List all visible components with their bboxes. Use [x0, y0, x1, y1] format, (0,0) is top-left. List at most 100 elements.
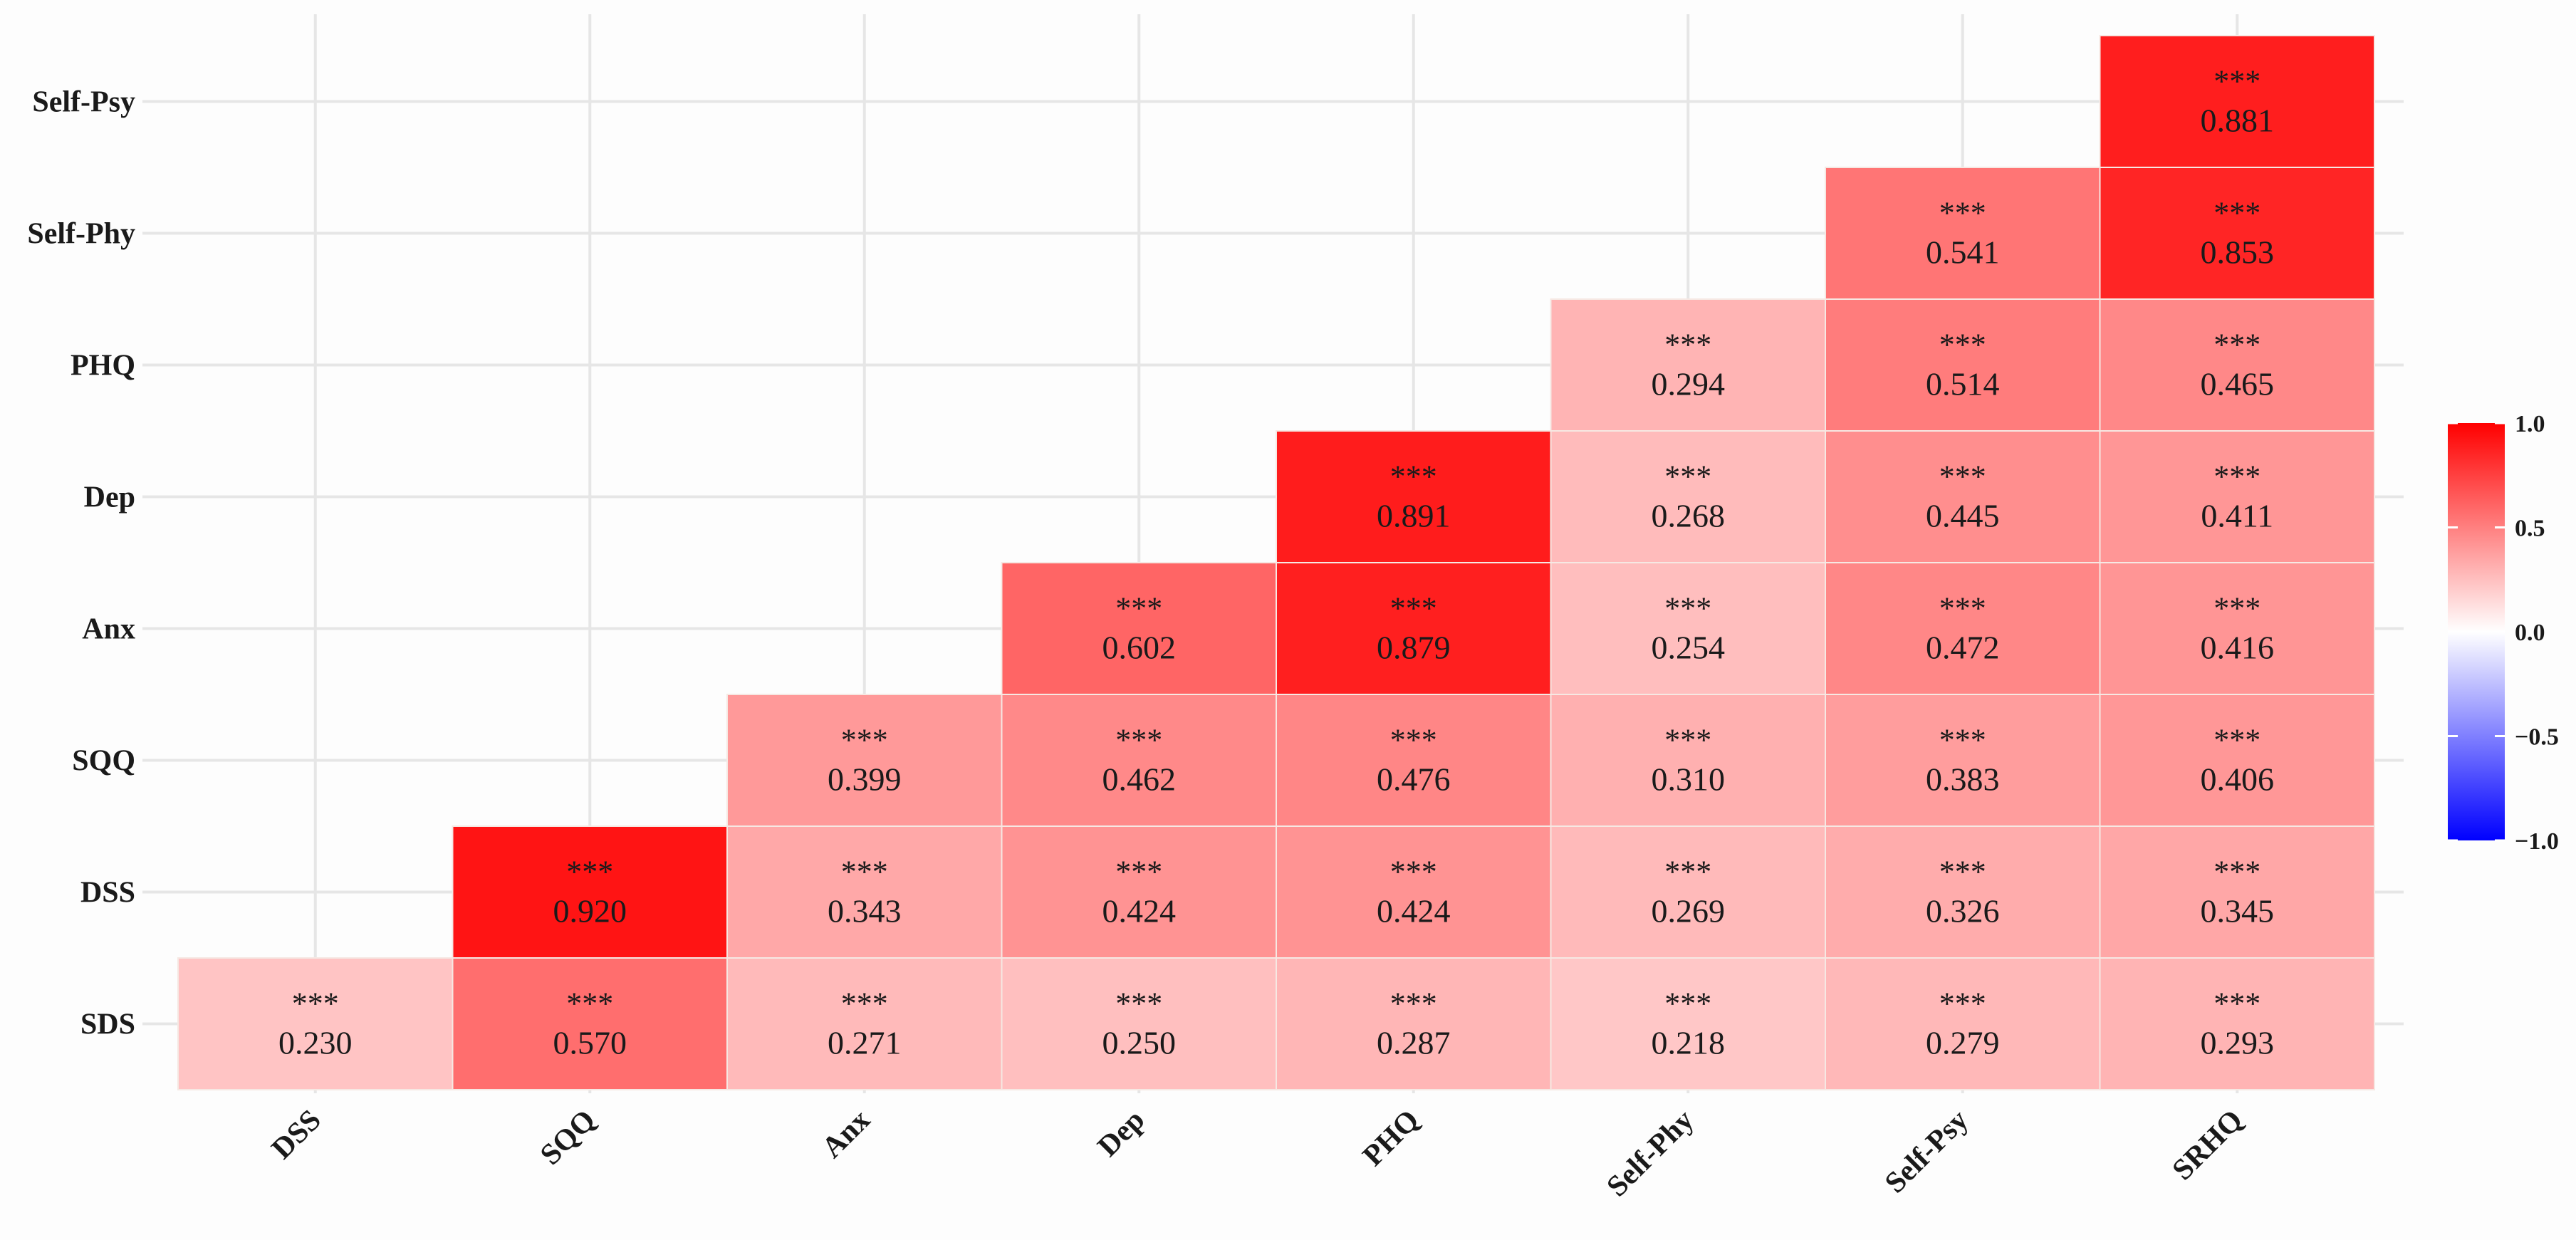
- heatmap-cell: [1550, 562, 1826, 695]
- significance-stars: ***: [1939, 459, 1986, 494]
- heatmap-cell: [177, 957, 454, 1090]
- heatmap-cell: [1550, 825, 1826, 959]
- cell-value-label: 0.250: [1102, 1025, 1177, 1061]
- color-legend: 1.0 0.5 0.0 −0.5 −1.0: [2448, 411, 2559, 855]
- tile-labels: *** 0.230 *** 0.570 *** 0.271 *** 0.250 *** 0.287…: [278, 64, 2274, 1061]
- heatmap-cell: [1825, 562, 2101, 695]
- cell-value-label: 0.254: [1652, 630, 1726, 666]
- significance-stars: ***: [1664, 723, 1711, 758]
- significance-stars: ***: [1390, 986, 1437, 1021]
- heatmap-cell: [2099, 957, 2375, 1090]
- significance-stars: ***: [1664, 459, 1711, 494]
- cell-value-label: 0.462: [1102, 761, 1177, 798]
- heatmap-cell: [452, 825, 728, 959]
- significance-stars: ***: [841, 723, 888, 758]
- heatmap-cell: [2099, 35, 2375, 168]
- cell-value-label: 0.279: [1926, 1025, 2000, 1061]
- cell-value-label: 0.424: [1377, 893, 1451, 929]
- colorbar-tick-label: −0.5: [2515, 724, 2559, 751]
- cell-value-label: 0.399: [828, 761, 902, 798]
- cell-value-label: 0.218: [1652, 1025, 1726, 1061]
- cell-value-label: 0.891: [1377, 498, 1451, 534]
- significance-stars: ***: [1115, 723, 1162, 758]
- cell-value-label: 0.268: [1652, 498, 1726, 534]
- colorbar-tick-label: 1.0: [2515, 411, 2545, 437]
- significance-stars: ***: [1939, 855, 1986, 890]
- cell-value-label: 0.465: [2201, 366, 2275, 402]
- y-tick-label: Anx: [82, 613, 135, 646]
- y-tick-label: SQQ: [72, 745, 135, 778]
- significance-stars: ***: [1115, 855, 1162, 890]
- heatmap-cell: [1825, 694, 2101, 827]
- heatmap-cell: [1001, 825, 1277, 959]
- y-tick-label: SDS: [80, 1009, 135, 1041]
- significance-stars: ***: [1664, 328, 1711, 363]
- significance-stars: ***: [1664, 591, 1711, 626]
- cell-value-label: 0.293: [2201, 1025, 2275, 1061]
- heatmap-cell: [726, 957, 1003, 1090]
- significance-stars: ***: [292, 986, 339, 1021]
- significance-stars: ***: [841, 855, 888, 890]
- heatmap-cell: [1550, 430, 1826, 563]
- heatmap-cell: [1825, 167, 2101, 300]
- cell-value-label: 0.445: [1926, 498, 2000, 534]
- y-tick-label: Self-Phy: [27, 218, 135, 251]
- cell-value-label: 0.602: [1102, 630, 1177, 666]
- y-tick-label: Dep: [84, 481, 135, 514]
- heatmap-cell: [1276, 562, 1552, 695]
- significance-stars: ***: [2213, 196, 2260, 231]
- significance-stars: ***: [566, 986, 613, 1021]
- colorbar-tick-label: −1.0: [2515, 828, 2559, 855]
- heatmap-cell: [1276, 825, 1552, 959]
- significance-stars: ***: [1939, 723, 1986, 758]
- cell-value-label: 0.406: [2201, 761, 2275, 798]
- colorbar-tick-label: 0.0: [2515, 620, 2545, 646]
- cell-value-label: 0.326: [1926, 893, 2000, 929]
- heatmap-cell: [1276, 430, 1552, 563]
- significance-stars: ***: [2213, 64, 2260, 99]
- significance-stars: ***: [2213, 986, 2260, 1021]
- heatmap-cell: [726, 694, 1003, 827]
- heatmap-cell: [2099, 430, 2375, 563]
- heatmap-cell: [1001, 694, 1277, 827]
- significance-stars: ***: [1939, 328, 1986, 363]
- cell-value-label: 0.570: [553, 1025, 627, 1061]
- y-tick-label: DSS: [80, 877, 135, 910]
- y-axis: SDS DSS SQQ Anx Dep PHQ Self-Phy Self-Psy: [27, 86, 135, 1041]
- cell-value-label: 0.853: [2201, 234, 2275, 271]
- significance-stars: ***: [2213, 328, 2260, 363]
- heatmap-cell: [1276, 694, 1552, 827]
- heatmap-cell: [1276, 957, 1552, 1090]
- cell-value-label: 0.310: [1652, 761, 1726, 798]
- cell-value-label: 0.345: [2201, 893, 2275, 929]
- heatmap-cell: [2099, 298, 2375, 432]
- cell-value-label: 0.416: [2201, 630, 2275, 666]
- heatmap-cell: [1825, 957, 2101, 1090]
- heatmap-cell: [1550, 298, 1826, 432]
- cell-value-label: 0.514: [1926, 366, 2000, 402]
- significance-stars: ***: [2213, 591, 2260, 626]
- significance-stars: ***: [566, 855, 613, 890]
- heatmap-cell: [452, 957, 728, 1090]
- heatmap-cell: [1825, 825, 2101, 959]
- cell-value-label: 0.920: [553, 893, 627, 929]
- heatmap-cell: [1550, 957, 1826, 1090]
- heatmap-cell: [2099, 825, 2375, 959]
- heatmap-cell: [1001, 562, 1277, 695]
- cell-value-label: 0.541: [1926, 234, 2000, 271]
- significance-stars: ***: [1939, 196, 1986, 231]
- significance-stars: ***: [1115, 986, 1162, 1021]
- cell-value-label: 0.424: [1102, 893, 1177, 929]
- significance-stars: ***: [1390, 855, 1437, 890]
- significance-stars: ***: [1664, 855, 1711, 890]
- cell-value-label: 0.294: [1652, 366, 1726, 402]
- cell-value-label: 0.879: [1377, 630, 1451, 666]
- heatmap-cell: [1825, 430, 2101, 563]
- heatmap-cell: [2099, 562, 2375, 695]
- cell-value-label: 0.230: [278, 1025, 353, 1061]
- cell-value-label: 0.476: [1377, 761, 1451, 798]
- heatmap-cell: [1001, 957, 1277, 1090]
- cell-value-label: 0.287: [1377, 1025, 1451, 1061]
- y-tick-label: PHQ: [71, 350, 135, 382]
